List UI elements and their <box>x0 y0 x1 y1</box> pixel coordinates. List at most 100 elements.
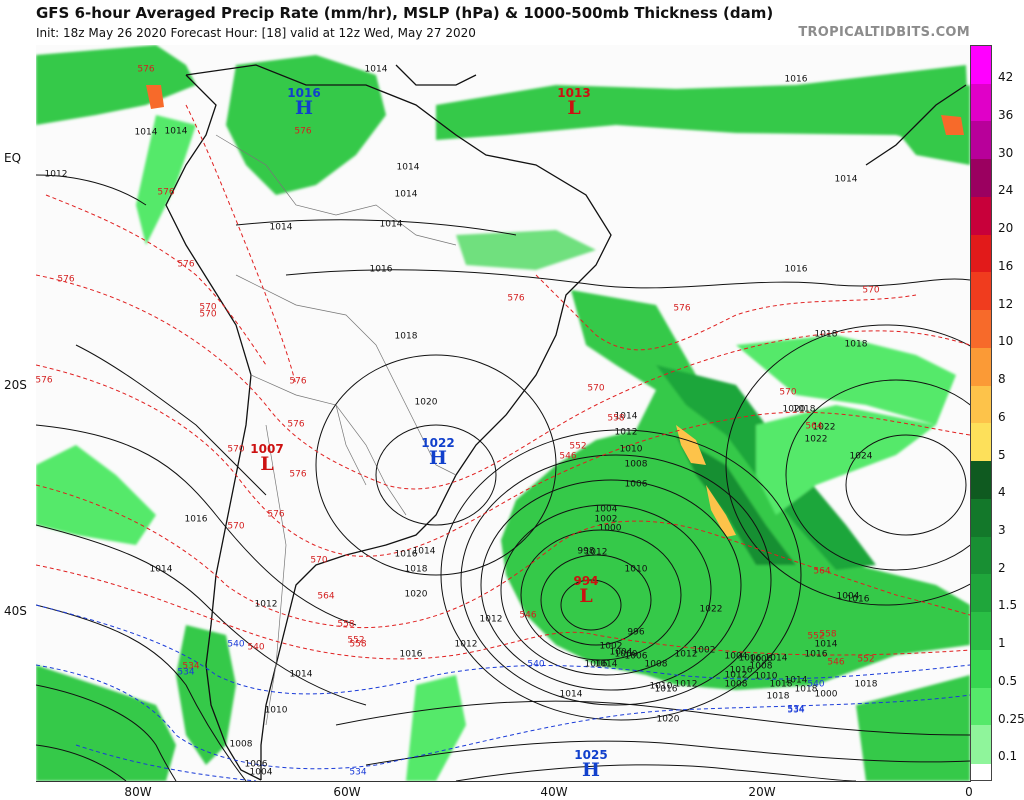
thickness-label: 552 <box>347 635 365 646</box>
colorbar-segment <box>971 234 991 273</box>
isobar-label: 1002 <box>594 514 618 525</box>
colorbar-label: 36 <box>998 107 1014 122</box>
isobar-label: 1012 <box>44 169 68 180</box>
colorbar-label: 2 <box>998 560 1006 575</box>
isobar-label: 1012 <box>724 670 748 681</box>
lat-label: EQ <box>4 151 22 165</box>
isobar-label: 1000 <box>614 649 638 660</box>
isobar-label: 1006 <box>749 654 773 665</box>
isobar-label: 1020 <box>404 589 428 600</box>
isobar-label: 1014 <box>814 639 838 650</box>
colorbar-segment <box>971 687 991 726</box>
thickness-label: 540 <box>527 659 545 670</box>
thickness-label: 576 <box>157 187 175 198</box>
isobar-label: 1020 <box>656 714 680 725</box>
colorbar-label: 16 <box>998 258 1014 273</box>
thickness-label: 576 <box>294 126 312 137</box>
isobar-label: 1012 <box>674 649 698 660</box>
colorbar-label: 24 <box>998 183 1014 198</box>
lat-label: 20S <box>4 378 27 392</box>
colorbar-segment <box>971 461 991 500</box>
colorbar-segment <box>971 725 991 764</box>
isobar-label: 1008 <box>229 739 253 750</box>
isobar-label: 1010 <box>754 671 778 682</box>
isobar-label: 1018 <box>794 684 818 695</box>
isobar-label: 1006 <box>624 651 648 662</box>
isobar-label: 1016 <box>784 264 808 275</box>
isobar-label: 1012 <box>614 427 638 438</box>
isobar-label: 1014 <box>559 689 583 700</box>
colorbar-label: 0.25 <box>998 711 1024 726</box>
colorbar-label: 30 <box>998 145 1014 160</box>
colorbar-segment <box>971 121 991 160</box>
isobar-label: 1014 <box>394 189 418 200</box>
high-pressure-center: 1025 H <box>574 748 608 781</box>
isobar-label: 1018 <box>404 564 428 575</box>
thickness-blue <box>36 604 970 781</box>
thickness-label: 552 <box>857 654 875 665</box>
thickness-label: 576 <box>177 259 195 270</box>
isobar-label: 1000 <box>814 689 838 700</box>
isobar-label: 1022 <box>812 422 836 433</box>
isobar-label: 1004 <box>594 504 618 515</box>
colorbar-segment <box>971 612 991 651</box>
colorbar-segment <box>971 423 991 462</box>
thickness-label: 576 <box>287 419 305 430</box>
colorbar-segment <box>971 196 991 236</box>
isobar-label: 1014 <box>269 222 293 233</box>
thickness-label: 570 <box>779 387 797 398</box>
low-pressure-center: 994 L <box>573 574 599 607</box>
isobar-label: 1014 <box>784 675 808 686</box>
isobar-label: 1006 <box>738 653 762 664</box>
colorbar-segment <box>971 536 991 575</box>
isobar-label: 1014 <box>614 411 638 422</box>
high-pressure-center: 1016 H <box>287 86 321 119</box>
isobar-label: 1014 <box>134 127 158 138</box>
thickness-label: 576 <box>507 293 525 304</box>
isobar-label: 1008 <box>749 661 773 672</box>
colorbar-segment <box>971 498 991 538</box>
map-graphics <box>36 45 970 781</box>
isobar-label: 1014 <box>164 126 188 137</box>
isobar-label: 1010 <box>624 564 648 575</box>
high-pressure-center: 1022 H <box>421 436 455 469</box>
precip-colorbar <box>970 45 992 781</box>
isobar-label: 1018 <box>854 679 878 690</box>
isobar-label: 1010 <box>619 444 643 455</box>
colorbar-segment <box>971 574 991 613</box>
isobar-label: 1016 <box>846 594 870 605</box>
forecast-map: 1013 L 1016 H 1007 L 1022 H 994 L 1025 H 1014 1… <box>36 45 971 782</box>
colorbar-segment <box>971 649 991 689</box>
isobar-label: 1016 <box>399 649 423 660</box>
isobar-label: 1012 <box>479 614 503 625</box>
thickness-label: 564 <box>805 421 823 432</box>
isobar-label: 996 <box>627 627 645 638</box>
run-info: Init: 18z May 26 2020 Forecast Hour: [18… <box>36 26 476 40</box>
thickness-label: 570 <box>310 555 328 566</box>
heavy-precip <box>146 85 964 537</box>
colorbar-label: 0.5 <box>998 673 1018 688</box>
lat-label: 40S <box>4 604 27 618</box>
isobar-label: 1022 <box>804 434 828 445</box>
site-credit: TROPICALTIDBITS.COM <box>798 25 970 40</box>
isobar-label: 1014 <box>764 653 788 664</box>
isobar-label: 1016 <box>184 514 208 525</box>
thickness-label: 570 <box>862 285 880 296</box>
isobar-label: 1016 <box>729 665 753 676</box>
isobar-label: 1004 <box>609 647 633 658</box>
isobar-label: 1004 <box>249 767 273 778</box>
thickness-label: 534 <box>787 704 805 715</box>
thickness-label: 564 <box>813 566 831 577</box>
isobar-label: 1016 <box>394 549 418 560</box>
colorbar-segment <box>971 272 991 311</box>
isobar-label: 1022 <box>699 604 723 615</box>
colorbar-label: 8 <box>998 372 1006 387</box>
isobar-label: 1024 <box>849 451 873 462</box>
colorbar-segment <box>971 310 991 349</box>
isobar-label: 1012 <box>584 547 608 558</box>
isobar-label: 1018 <box>814 329 838 340</box>
isobar-label: 1014 <box>289 669 313 680</box>
low-pressure-center: 1007 L <box>250 442 284 475</box>
coastlines <box>165 64 967 781</box>
thickness-label: 558 <box>349 639 367 650</box>
